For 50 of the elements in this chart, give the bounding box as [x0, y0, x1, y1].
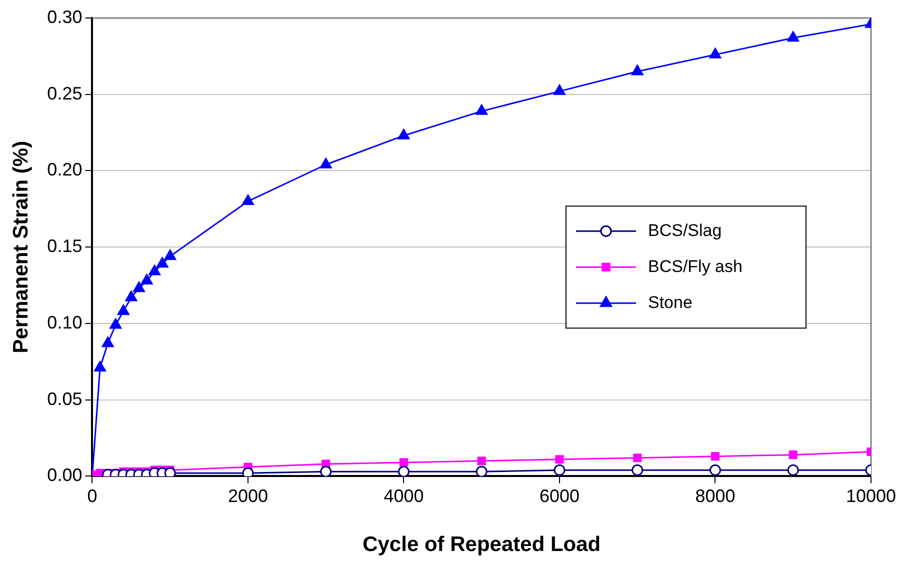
point	[133, 282, 145, 292]
point	[398, 128, 410, 140]
point	[398, 466, 410, 476]
legend-label: BCS/Slag	[648, 220, 722, 240]
x-tick-label: 0	[87, 486, 98, 506]
x-tick-label: 8000	[695, 486, 736, 506]
y-tick-label: 0.20	[47, 160, 82, 180]
x-axis-title: Cycle of Repeated Load	[362, 533, 601, 556]
point	[788, 450, 798, 460]
point	[631, 64, 644, 76]
point	[476, 466, 488, 476]
point	[632, 464, 644, 476]
point	[94, 361, 106, 372]
point	[477, 456, 486, 466]
y-tick-label: 0.30	[47, 6, 82, 27]
y-tick-label: 0.25	[47, 83, 82, 104]
y-tick-label: 0.00	[47, 465, 82, 486]
point	[554, 84, 566, 96]
point	[399, 458, 408, 467]
point	[110, 318, 122, 329]
point	[117, 304, 130, 315]
point	[102, 336, 114, 348]
point	[787, 464, 799, 476]
y-tick-label: 0.05	[47, 388, 82, 409]
x-tick-label: 4000	[384, 486, 424, 506]
point	[709, 48, 722, 58]
legend-label: Stone	[648, 292, 692, 312]
point	[320, 158, 332, 168]
point	[148, 264, 160, 276]
point	[787, 31, 800, 42]
legend-label: BCS/Fly ash	[648, 256, 742, 276]
point	[164, 250, 176, 260]
point	[710, 452, 720, 461]
point	[242, 194, 254, 206]
x-tick-label: 2000	[228, 486, 268, 506]
point	[242, 467, 254, 476]
point	[320, 466, 332, 476]
point	[709, 464, 721, 476]
point	[125, 290, 138, 302]
y-tick-label: 0.15	[47, 236, 82, 256]
y-axis-title: Permanent Strain (%)	[9, 140, 32, 354]
x-tick-label: 6000	[539, 486, 580, 506]
point	[156, 257, 168, 268]
y-tick-label: 0.10	[47, 312, 82, 332]
x-tick-label: 10000	[846, 486, 896, 506]
point	[476, 104, 488, 115]
point	[554, 464, 566, 476]
point	[140, 274, 153, 284]
point	[633, 454, 642, 462]
point	[555, 455, 564, 464]
